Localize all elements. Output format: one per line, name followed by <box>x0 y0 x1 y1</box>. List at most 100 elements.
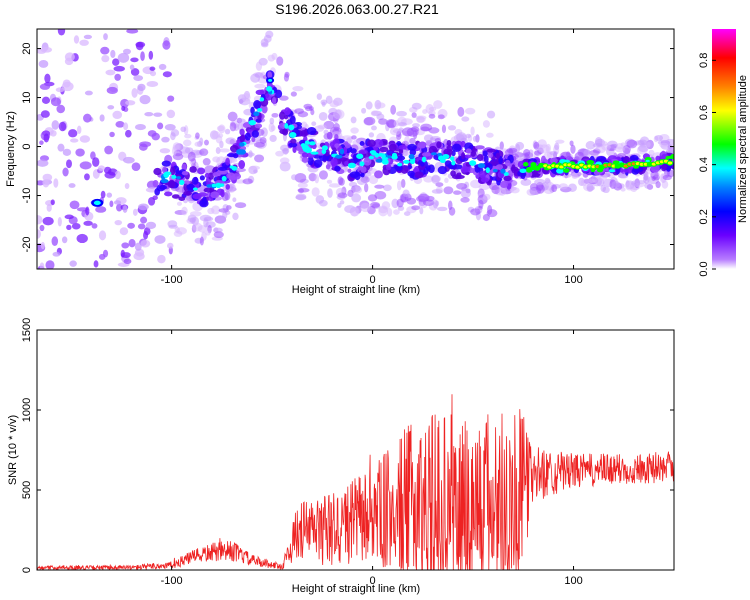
heatmap-cell <box>279 128 288 135</box>
heatmap-cell <box>344 160 349 167</box>
heatmap-cell <box>269 134 277 142</box>
heatmap-cell <box>480 177 489 183</box>
heatmap-cell <box>261 42 269 48</box>
heatmap-cell <box>363 157 372 166</box>
heatmap-cell <box>482 120 490 128</box>
heatmap-cell <box>328 183 341 188</box>
heatmap-cell <box>385 118 397 128</box>
heatmap-cell <box>391 155 398 160</box>
heatmap-cell <box>248 120 257 126</box>
heatmap-cell <box>83 113 92 123</box>
heatmap-cell <box>130 57 139 63</box>
heatmap-cell <box>189 211 202 217</box>
heatmap-cell <box>133 252 145 261</box>
heatmap-cell <box>37 215 43 225</box>
heatmap-cell <box>51 120 60 130</box>
heatmap-cell <box>469 160 477 166</box>
heatmap-cell <box>487 204 493 215</box>
heatmap-cell <box>455 174 465 179</box>
heatmap-cell <box>176 176 181 180</box>
heatmap-cell <box>140 51 145 62</box>
heatmap-cell <box>75 148 85 157</box>
heatmap-cell <box>40 110 50 118</box>
heatmap-cell <box>334 165 341 172</box>
heatmap-cell <box>350 127 359 134</box>
heatmap-cell <box>250 73 261 83</box>
heatmap-cell <box>250 106 255 115</box>
heatmap-cell <box>431 189 443 194</box>
heatmap-cell <box>327 188 333 198</box>
heatmap-cell <box>479 170 486 179</box>
heatmap-cell <box>337 192 348 199</box>
heatmap-cell <box>498 187 507 196</box>
heatmap-cell <box>294 173 307 183</box>
heatmap-cell <box>495 152 501 160</box>
heatmap-cell <box>68 183 76 188</box>
heatmap-cell <box>267 71 273 79</box>
heatmap-cell <box>40 241 45 250</box>
heatmap-cell <box>105 69 116 76</box>
heatmap-cell <box>222 211 228 219</box>
heatmap-cell <box>375 158 384 163</box>
heatmap-cell <box>50 97 61 107</box>
heatmap-cell <box>442 153 450 160</box>
colorbar-tick-label: 0.4 <box>698 157 710 172</box>
heatmap-cell <box>397 162 403 167</box>
heatmap-cell <box>310 108 315 116</box>
x-tick-label: -100 <box>161 274 183 286</box>
heatmap-cell <box>99 114 105 122</box>
heatmap-cell <box>238 160 246 169</box>
heatmap-cell <box>93 260 99 268</box>
heatmap-cell <box>474 145 485 150</box>
heatmap-cell <box>37 229 41 239</box>
heatmap-cell <box>486 110 496 119</box>
heatmap-cell <box>294 108 305 115</box>
heatmap-cell <box>227 111 238 122</box>
heatmap-cell <box>348 181 358 187</box>
heatmap-cell <box>417 141 427 149</box>
heatmap-cell <box>485 167 490 174</box>
heatmap-cell <box>132 208 138 216</box>
heatmap-cell <box>290 138 297 144</box>
heatmap-cell <box>534 178 546 186</box>
heatmap-cell <box>268 122 275 133</box>
heatmap-cell <box>421 156 427 163</box>
heatmap-cell <box>598 173 608 182</box>
heatmap-cell <box>79 161 92 170</box>
heatmap-cell <box>571 173 578 179</box>
colorbar-tick-label: 0.8 <box>698 53 710 68</box>
heatmap-cell <box>460 188 471 199</box>
heatmap-cell <box>417 193 430 202</box>
heatmap-cell <box>451 143 462 153</box>
heatmap-cell <box>460 166 471 173</box>
heatmap-cell <box>64 214 74 220</box>
heatmap-cell <box>254 154 265 163</box>
heatmap-cell <box>179 179 185 186</box>
heatmap-cell <box>448 200 453 211</box>
heatmap-cell <box>204 139 209 146</box>
heatmap-cell <box>271 112 279 118</box>
heatmap-cell <box>316 93 322 100</box>
heatmap-cell <box>300 143 306 148</box>
heatmap-cell <box>350 148 357 154</box>
heatmap-cell <box>53 178 59 188</box>
heatmap-cell <box>160 178 169 184</box>
heatmap-cell <box>432 199 439 209</box>
heatmap-cell <box>149 70 157 77</box>
heatmap-cell <box>486 132 494 138</box>
heatmap-cell <box>414 171 424 179</box>
heatmap-cell <box>284 123 289 129</box>
heatmap-cell <box>662 174 672 181</box>
heatmap-cell <box>295 193 307 201</box>
heatmap-cell <box>149 66 156 71</box>
heatmap-cell <box>137 203 149 211</box>
heatmap-cell <box>301 152 309 158</box>
heatmap-cell <box>212 156 221 163</box>
heatmap-cell <box>123 48 131 55</box>
heatmap-cell <box>224 128 231 135</box>
heatmap-cell <box>131 162 141 171</box>
heatmap-cell <box>611 180 621 188</box>
heatmap-cell <box>51 236 59 247</box>
heatmap-cell <box>207 207 215 215</box>
heatmap-cell <box>61 81 74 92</box>
